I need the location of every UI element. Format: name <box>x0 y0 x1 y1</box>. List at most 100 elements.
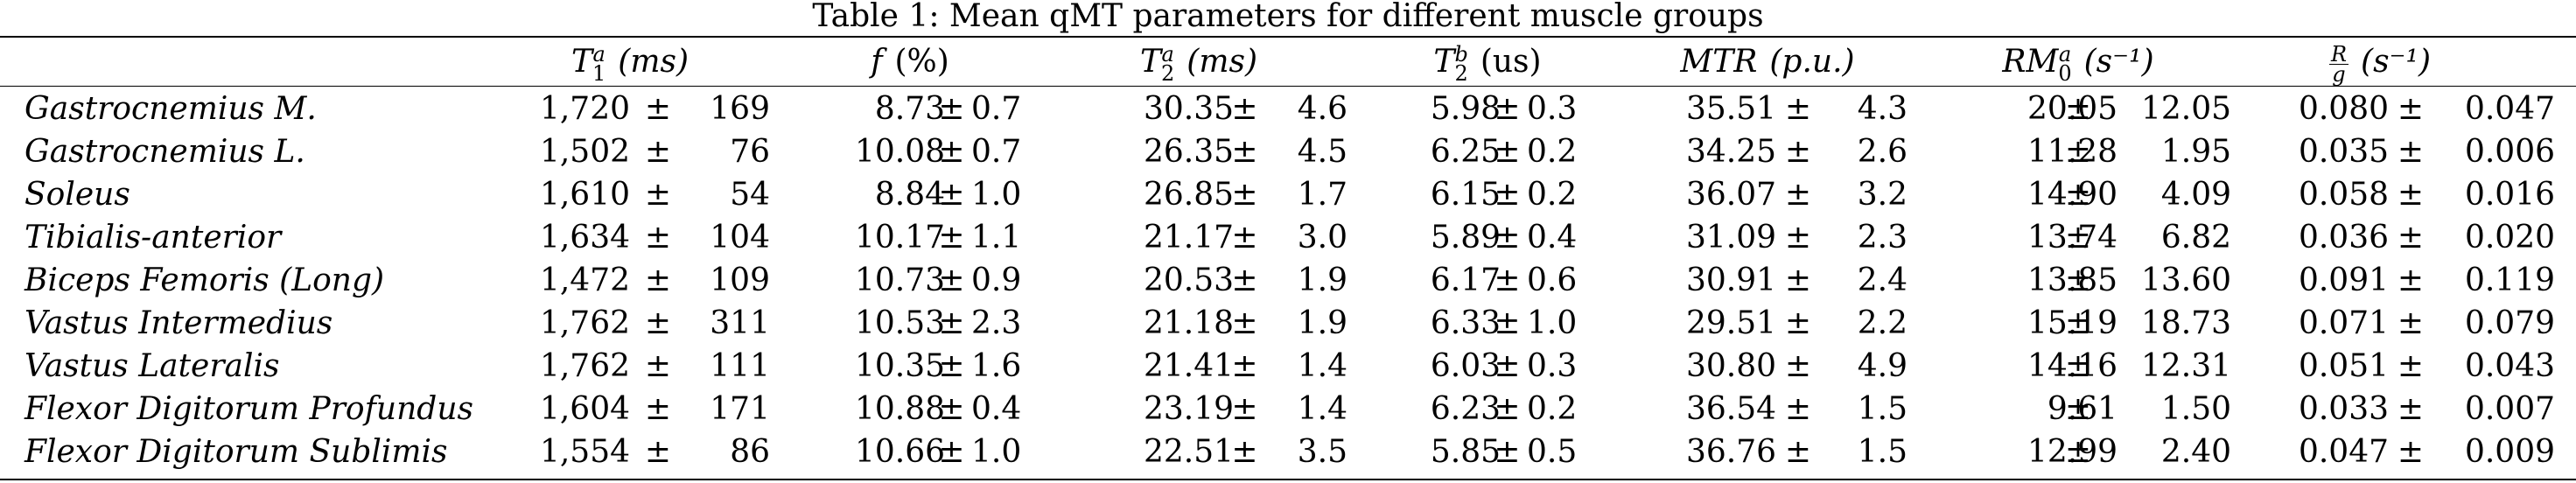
plus-minus: ± <box>2064 134 2092 170</box>
mean-value: 1,502 <box>539 134 630 170</box>
header-cell: f (%) <box>814 38 1006 86</box>
sd-value: 76 <box>730 134 770 170</box>
sd-value: 0.043 <box>2464 348 2555 384</box>
muscle-name: Vastus Lateralis <box>24 348 280 384</box>
header-subscript: 2 <box>1161 61 1175 86</box>
header-unit: (s⁻¹) <box>2361 44 2432 80</box>
sd-value: 169 <box>710 91 770 127</box>
table-row: Tibialis-anterior 1,634 ±104 10.17 ±1.1 21.17… <box>0 216 2576 259</box>
mean-value: 29.51 <box>1685 305 1776 341</box>
sd-value: 12.05 <box>2140 91 2231 127</box>
plus-minus: ± <box>1494 134 1521 170</box>
sd-value: 0.007 <box>2464 391 2555 427</box>
sd-value: 0.3 <box>1527 91 1578 127</box>
mean-value: 1,604 <box>539 391 630 427</box>
header-rule <box>0 86 2576 87</box>
mean-value: 10.53 <box>854 305 945 341</box>
mean-value: 10.17 <box>854 220 945 256</box>
header-superscript: a <box>592 42 606 66</box>
fraction-denominator: g <box>2332 61 2346 87</box>
mean-value: 1,762 <box>539 305 630 341</box>
plus-minus: ± <box>1784 91 1812 127</box>
header-subscript: 2 <box>1454 61 1468 86</box>
mean-value: 22.51 <box>1143 434 1234 470</box>
sd-value: 1.0 <box>971 434 1022 470</box>
header-symbol: MTR <box>1680 44 1758 80</box>
header-unit: (%) <box>894 44 949 80</box>
mean-value: 1,762 <box>539 348 630 384</box>
plus-minus: ± <box>1231 91 1258 127</box>
mean-value: 0.036 <box>2298 220 2389 256</box>
mean-value: 0.035 <box>2298 134 2389 170</box>
sd-value: 0.079 <box>2464 305 2555 341</box>
mean-value: 36.54 <box>1685 391 1776 427</box>
mean-value: 1,610 <box>539 177 630 213</box>
header-cell: MTR (p.u.) <box>1645 38 1890 86</box>
plus-minus: ± <box>2064 434 2092 470</box>
mean-value: 0.091 <box>2298 262 2389 298</box>
plus-minus: ± <box>2064 220 2092 256</box>
plus-minus: ± <box>2397 177 2425 213</box>
plus-minus: ± <box>1494 220 1521 256</box>
bottom-rule <box>0 479 2576 480</box>
header-subscript: 0 <box>2058 61 2072 86</box>
muscle-name: Flexor Digitorum Sublimis <box>24 434 448 470</box>
sd-value: 12.31 <box>2140 348 2231 384</box>
plus-minus: ± <box>938 305 965 341</box>
sd-value: 171 <box>710 391 770 427</box>
plus-minus: ± <box>1494 348 1521 384</box>
sd-value: 0.4 <box>1527 220 1578 256</box>
plus-minus: ± <box>644 91 672 127</box>
mean-value: 6.15 <box>1430 177 1501 213</box>
sd-value: 54 <box>730 177 770 213</box>
plus-minus: ± <box>1494 262 1521 298</box>
table-row: Biceps Femoris (Long) 1,472 ±109 10.73 ±0.9 2… <box>0 259 2576 302</box>
table-row: Flexor Digitorum Sublimis 1,554 ±86 10.66 ±1… <box>0 430 2576 473</box>
sd-value: 311 <box>710 305 770 341</box>
mean-value: 5.98 <box>1430 91 1501 127</box>
header-superscript: b <box>1454 42 1468 66</box>
sd-value: 1.9 <box>1297 305 1348 341</box>
mean-value: 30.91 <box>1685 262 1776 298</box>
muscle-name: Gastrocnemius M. <box>24 91 317 127</box>
plus-minus: ± <box>2397 220 2425 256</box>
mean-value: 9.61 <box>2047 391 2118 427</box>
plus-minus: ± <box>1231 391 1258 427</box>
plus-minus: ± <box>1784 177 1812 213</box>
header-symbol: T <box>1433 44 1455 80</box>
muscle-name: Vastus Intermedius <box>24 305 333 341</box>
mean-value: 1,720 <box>539 91 630 127</box>
sd-value: 0.047 <box>2464 91 2555 127</box>
table-caption: Table 1: Mean qMT parameters for differe… <box>812 0 1764 34</box>
sd-value: 3.0 <box>1297 220 1348 256</box>
mean-value: 8.84 <box>874 177 945 213</box>
plus-minus: ± <box>1494 177 1521 213</box>
sd-value: 1.6 <box>971 348 1022 384</box>
mean-value: 21.41 <box>1143 348 1234 384</box>
muscle-name: Biceps Femoris (Long) <box>24 262 385 298</box>
plus-minus: ± <box>2064 177 2092 213</box>
sd-value: 2.4 <box>1857 262 1908 298</box>
plus-minus: ± <box>938 91 965 127</box>
plus-minus: ± <box>938 220 965 256</box>
plus-minus: ± <box>2397 91 2425 127</box>
sd-value: 1.0 <box>1527 305 1578 341</box>
sd-value: 13.60 <box>2140 262 2231 298</box>
mean-value: 1,554 <box>539 434 630 470</box>
sd-value: 0.3 <box>1527 348 1578 384</box>
header-superscript: a <box>2058 42 2072 66</box>
header-symbol: RM <box>2002 44 2059 80</box>
mean-value: 10.73 <box>854 262 945 298</box>
sd-value: 1.4 <box>1297 348 1348 384</box>
plus-minus: ± <box>2397 391 2425 427</box>
mean-value: 5.85 <box>1430 434 1501 470</box>
muscle-name: Gastrocnemius L. <box>24 134 305 170</box>
mean-value: 21.18 <box>1143 305 1234 341</box>
sd-value: 1.9 <box>1297 262 1348 298</box>
mean-value: 10.35 <box>854 348 945 384</box>
